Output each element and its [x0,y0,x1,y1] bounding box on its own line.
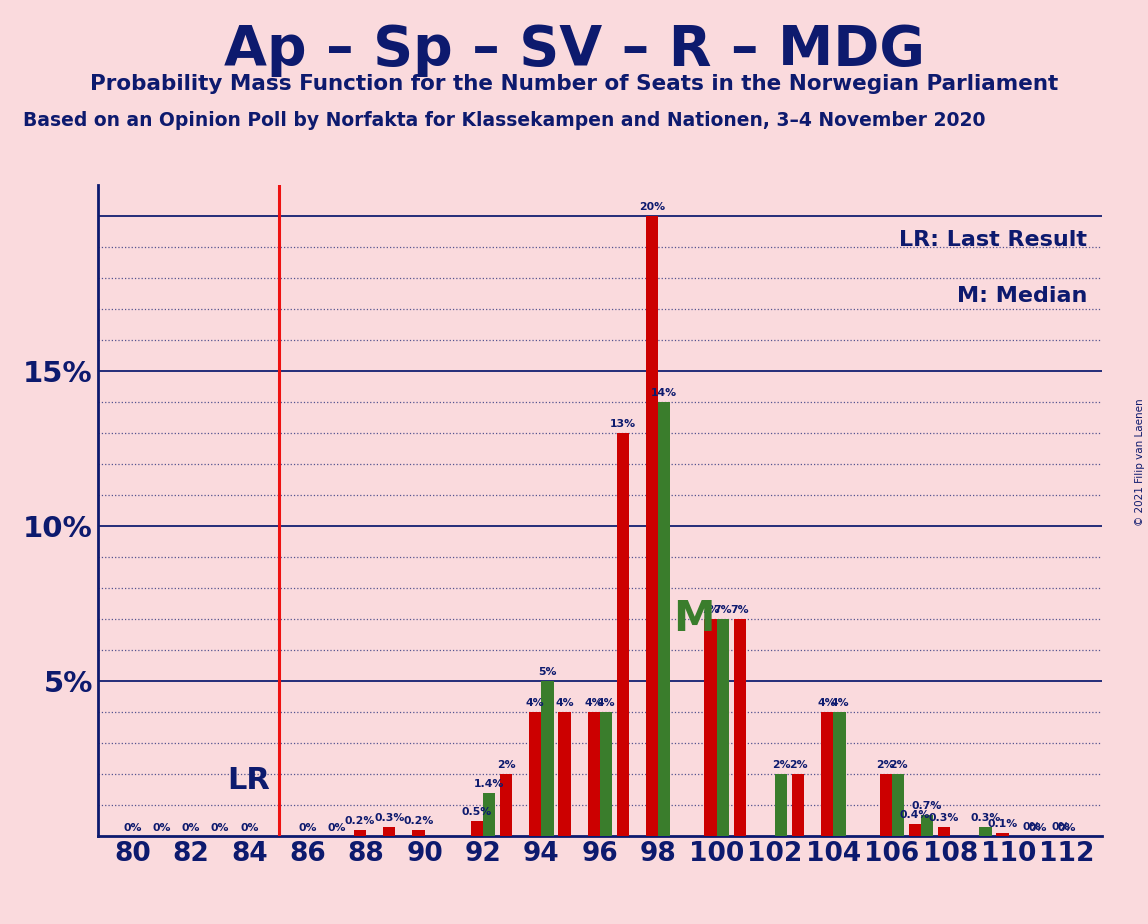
Text: 7%: 7% [701,605,720,615]
Bar [716,619,729,836]
Text: 13%: 13% [610,419,636,430]
Text: © 2021 Filip van Laenen: © 2021 Filip van Laenen [1135,398,1145,526]
Text: Probability Mass Function for the Number of Seats in the Norwegian Parliament: Probability Mass Function for the Number… [90,74,1058,94]
Bar [879,774,892,836]
Bar [483,793,495,836]
Bar [938,827,951,836]
Bar [616,433,629,836]
Bar [646,216,658,836]
Text: 1.4%: 1.4% [474,779,504,789]
Text: 0.5%: 0.5% [461,807,492,817]
Text: 2%: 2% [497,760,515,771]
Text: LR: LR [227,766,270,795]
Bar [501,774,512,836]
Text: Based on an Opinion Poll by Norfakta for Klassekampen and Nationen, 3–4 November: Based on an Opinion Poll by Norfakta for… [23,111,985,130]
Text: 0%: 0% [240,823,258,833]
Text: 0.4%: 0.4% [900,810,930,821]
Text: 0%: 0% [328,823,347,833]
Bar [471,821,483,836]
Text: 4%: 4% [597,699,615,709]
Bar [775,774,788,836]
Text: 0%: 0% [298,823,317,833]
Text: 2%: 2% [789,760,807,771]
Text: 4%: 4% [584,699,603,709]
Text: 0.3%: 0.3% [970,813,1001,823]
Text: 4%: 4% [830,699,848,709]
Bar [979,827,992,836]
Bar [354,830,366,836]
Text: 0%: 0% [1057,823,1077,833]
Bar [542,681,553,836]
Text: 0.1%: 0.1% [987,820,1017,830]
Text: 4%: 4% [819,699,837,709]
Text: 0%: 0% [1052,822,1070,833]
Text: 5%: 5% [538,667,557,677]
Bar [599,712,612,836]
Text: 4%: 4% [556,699,574,709]
Bar [658,402,670,836]
Text: 14%: 14% [651,388,677,398]
Text: 0%: 0% [1029,823,1047,833]
Text: 7%: 7% [713,605,732,615]
Text: LR: Last Result: LR: Last Result [899,230,1087,250]
Bar [558,712,571,836]
Text: 0%: 0% [153,823,171,833]
Text: 2%: 2% [876,760,895,771]
Text: 0.2%: 0.2% [344,816,375,826]
Bar [383,827,395,836]
Bar [892,774,905,836]
Text: 2%: 2% [889,760,907,771]
Text: 0.2%: 0.2% [403,816,434,826]
Bar [821,712,833,836]
Text: 0.3%: 0.3% [374,813,404,823]
Text: 0%: 0% [1023,822,1041,833]
Bar [588,712,600,836]
Text: M: M [673,598,714,640]
Text: 0.3%: 0.3% [929,813,960,823]
Text: 20%: 20% [639,202,665,213]
Bar [996,833,1009,836]
Bar [909,824,921,836]
Bar [792,774,805,836]
Text: M: Median: M: Median [956,286,1087,306]
Bar [412,830,425,836]
Text: 2%: 2% [771,760,791,771]
Bar [705,619,716,836]
Text: 0%: 0% [211,823,230,833]
Text: 0%: 0% [123,823,142,833]
Text: 0.7%: 0.7% [912,801,943,810]
Text: 0%: 0% [181,823,200,833]
Text: 7%: 7% [730,605,748,615]
Text: Ap – Sp – SV – R – MDG: Ap – Sp – SV – R – MDG [224,23,924,77]
Text: 4%: 4% [526,699,544,709]
Bar [529,712,542,836]
Bar [921,815,933,836]
Bar [833,712,846,836]
Bar [734,619,746,836]
